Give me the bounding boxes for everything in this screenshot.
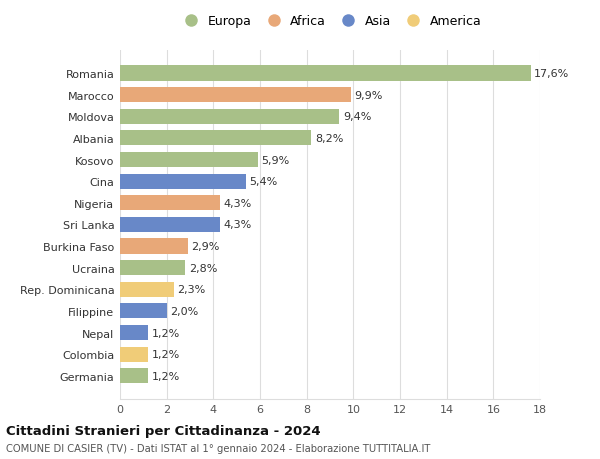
Bar [120, 131, 311, 146]
Bar [120, 88, 351, 103]
Text: Cittadini Stranieri per Cittadinanza - 2024: Cittadini Stranieri per Cittadinanza - 2… [6, 424, 320, 437]
Text: COMUNE DI CASIER (TV) - Dati ISTAT al 1° gennaio 2024 - Elaborazione TUTTITALIA.: COMUNE DI CASIER (TV) - Dati ISTAT al 1°… [6, 443, 430, 453]
Bar [120, 67, 530, 81]
Text: 1,2%: 1,2% [151, 349, 180, 359]
Bar [120, 239, 188, 254]
Text: 5,9%: 5,9% [261, 155, 289, 165]
Text: 9,9%: 9,9% [355, 90, 383, 101]
Text: 8,2%: 8,2% [315, 134, 343, 144]
Bar [120, 261, 185, 275]
Bar [120, 282, 173, 297]
Bar [120, 304, 167, 319]
Text: 2,3%: 2,3% [177, 285, 205, 295]
Bar [120, 110, 340, 124]
Text: 4,3%: 4,3% [224, 198, 252, 208]
Bar [120, 196, 220, 211]
Legend: Europa, Africa, Asia, America: Europa, Africa, Asia, America [179, 15, 481, 28]
Text: 2,9%: 2,9% [191, 241, 220, 252]
Bar [120, 325, 148, 340]
Text: 2,8%: 2,8% [189, 263, 217, 273]
Text: 1,2%: 1,2% [151, 328, 180, 338]
Bar [120, 174, 246, 189]
Bar [120, 218, 220, 232]
Text: 1,2%: 1,2% [151, 371, 180, 381]
Text: 17,6%: 17,6% [534, 69, 569, 79]
Text: 2,0%: 2,0% [170, 306, 199, 316]
Bar [120, 369, 148, 383]
Text: 4,3%: 4,3% [224, 220, 252, 230]
Bar [120, 153, 257, 168]
Bar [120, 347, 148, 362]
Text: 5,4%: 5,4% [250, 177, 278, 187]
Text: 9,4%: 9,4% [343, 112, 371, 122]
